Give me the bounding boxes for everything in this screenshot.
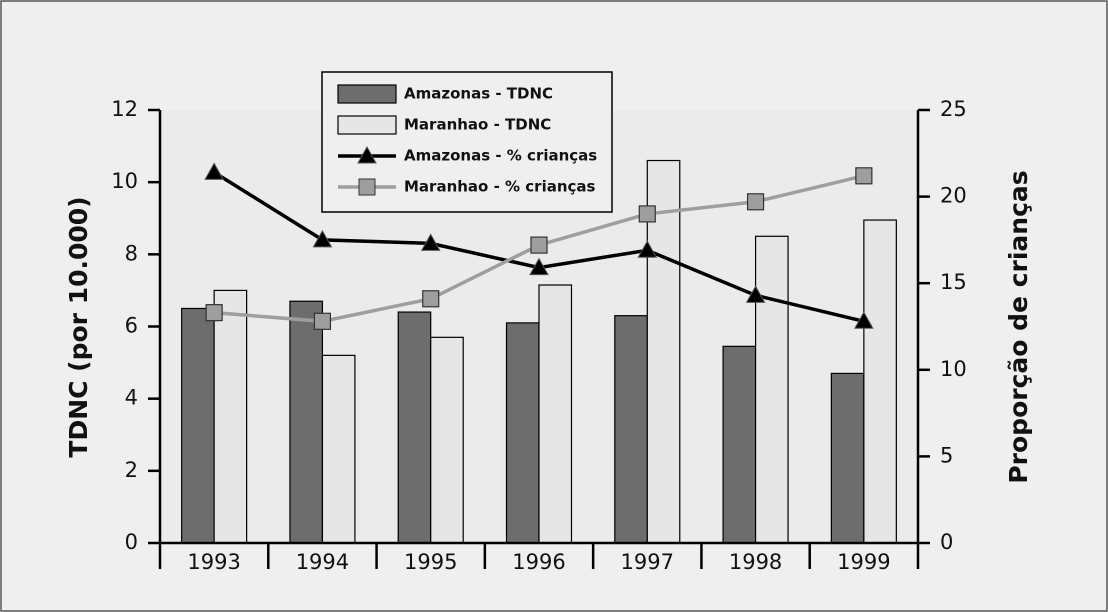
bar bbox=[289, 300, 324, 544]
legend-marker bbox=[358, 178, 376, 196]
bar bbox=[321, 354, 356, 544]
marker bbox=[637, 240, 658, 258]
bar bbox=[397, 311, 432, 544]
y2-tick-label: 15 bbox=[940, 270, 967, 294]
marker bbox=[422, 290, 440, 308]
marker bbox=[205, 304, 223, 322]
x-tick-label: 1998 bbox=[729, 550, 782, 574]
marker bbox=[855, 167, 873, 185]
y-tick-label: 0 bbox=[125, 530, 138, 554]
legend-label: Amazonas - % crianças bbox=[404, 147, 597, 165]
bar bbox=[722, 345, 757, 544]
x-tick-label: 1994 bbox=[296, 550, 349, 574]
legend-swatch bbox=[337, 115, 397, 135]
marker bbox=[854, 311, 874, 329]
marker bbox=[638, 205, 656, 223]
y2-tick-label: 10 bbox=[940, 357, 967, 381]
marker bbox=[313, 312, 332, 330]
bar bbox=[505, 322, 540, 544]
marker bbox=[420, 233, 441, 251]
y-tick-label: 6 bbox=[125, 314, 138, 338]
y-tick-label: 2 bbox=[125, 458, 138, 482]
bar bbox=[754, 235, 789, 544]
marker bbox=[204, 162, 224, 180]
y2-axis-title: Proporção de crianças bbox=[1004, 170, 1033, 483]
legend-label: Amazonas - TDNC bbox=[404, 85, 553, 103]
y-tick-label: 4 bbox=[125, 386, 138, 410]
bar bbox=[614, 315, 648, 544]
bar bbox=[830, 372, 865, 544]
y-tick-label: 12 bbox=[111, 97, 138, 121]
x-tick-label: 1993 bbox=[187, 550, 240, 574]
x-tick-label: 1996 bbox=[512, 550, 565, 574]
bar bbox=[538, 284, 573, 544]
x-tick-label: 1999 bbox=[837, 550, 890, 574]
marker bbox=[312, 229, 333, 248]
y2-tick-label: 20 bbox=[940, 184, 967, 208]
legend-label: Maranhao - % crianças bbox=[404, 178, 596, 196]
bar bbox=[213, 289, 248, 544]
y2-tick-label: 25 bbox=[940, 97, 967, 121]
bar bbox=[430, 336, 464, 544]
legend-marker bbox=[357, 145, 377, 164]
bar bbox=[863, 219, 897, 544]
y2-tick-label: 0 bbox=[940, 530, 953, 554]
y-tick-label: 10 bbox=[111, 169, 138, 193]
marker bbox=[529, 257, 549, 276]
y-axis-title: TDNC (por 10.000) bbox=[64, 196, 93, 457]
y2-tick-label: 5 bbox=[940, 443, 953, 467]
marker bbox=[745, 285, 766, 303]
bar bbox=[181, 307, 215, 544]
y-tick-label: 8 bbox=[125, 241, 138, 265]
x-tick-label: 1995 bbox=[404, 550, 457, 574]
bar bbox=[646, 159, 681, 544]
marker bbox=[530, 236, 548, 254]
legend-swatch bbox=[337, 84, 397, 104]
marker bbox=[746, 193, 765, 211]
x-tick-label: 1997 bbox=[621, 550, 674, 574]
legend-label: Maranhao - TDNC bbox=[404, 116, 551, 134]
